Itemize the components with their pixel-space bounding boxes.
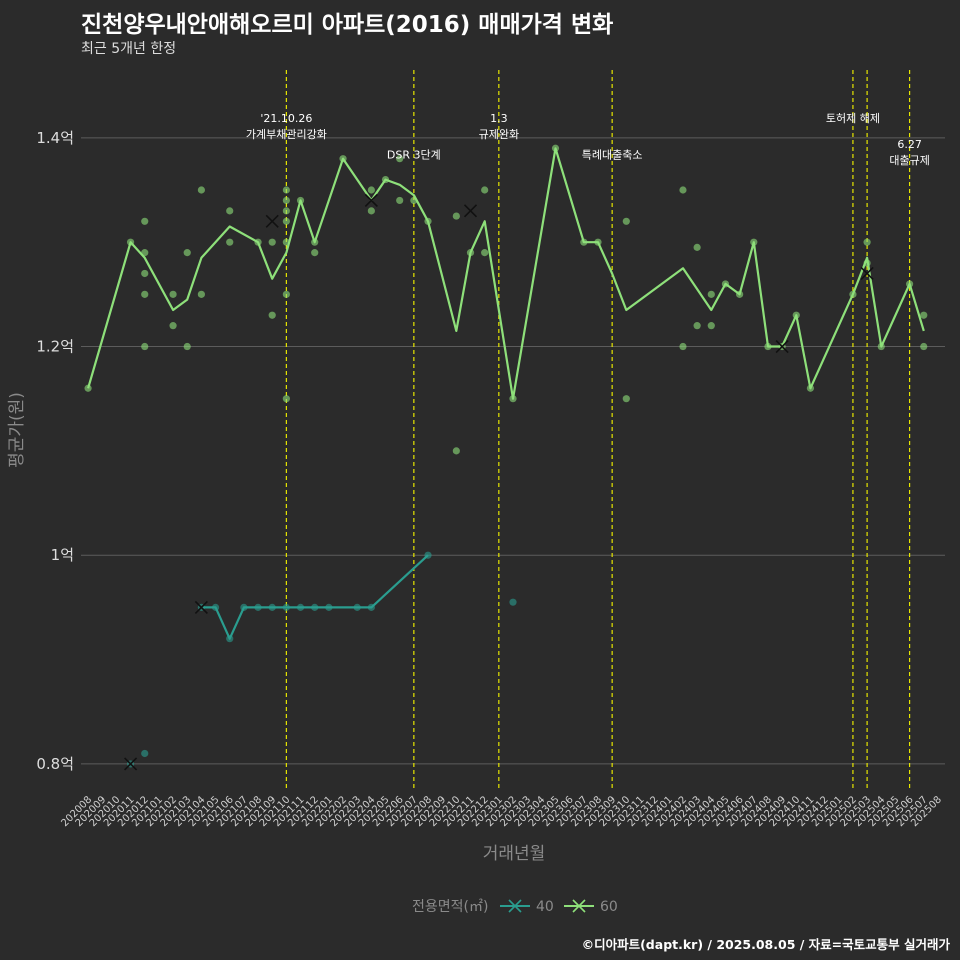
data-point	[268, 311, 276, 319]
data-point	[707, 322, 715, 330]
data-point	[622, 395, 630, 403]
data-point	[169, 290, 177, 298]
data-point	[707, 290, 715, 298]
cross-marker	[860, 266, 874, 281]
data-point	[509, 598, 517, 606]
data-point	[396, 155, 404, 163]
data-point	[452, 447, 460, 455]
legend-cross	[572, 899, 586, 913]
data-point	[863, 238, 871, 246]
source-caption: ©디아파트(dapt.kr) / 2025.08.05 / 자료=국토교통부 실…	[581, 937, 950, 952]
annotation-text: 규제완화	[479, 128, 519, 141]
legend-label: 60	[600, 899, 618, 915]
data-point	[693, 322, 701, 330]
y-gridlines	[81, 137, 945, 765]
cross-marker	[463, 204, 478, 218]
annotation-text: DSR 3단계	[387, 149, 441, 162]
chart-title: 진천양우내안애해오르미 아파트(2016) 매매가격 변화	[81, 12, 614, 38]
series-line	[201, 554, 429, 640]
data-point	[141, 342, 149, 351]
data-point	[282, 395, 290, 403]
data-point	[367, 207, 375, 215]
data-point	[481, 186, 489, 194]
annotation-text: 6.27	[897, 138, 922, 151]
data-point	[141, 217, 149, 225]
data-point	[481, 249, 489, 257]
data-point	[396, 196, 404, 205]
y-tick-label: 1.2억	[36, 338, 74, 356]
y-tick-label: 1.4억	[36, 129, 74, 147]
data-point	[282, 186, 290, 194]
y-tick-label: 1억	[51, 546, 74, 564]
data-point	[141, 269, 149, 278]
policy-vlines	[285, 70, 911, 790]
data-point	[226, 207, 234, 215]
data-point	[920, 311, 928, 319]
data-point	[282, 290, 290, 298]
annotation-text: 대출규제	[889, 154, 929, 167]
x-tick-labels: 2020082020092020102020112020122021012021…	[59, 794, 944, 829]
legend-cross	[508, 899, 522, 913]
data-point	[679, 342, 687, 351]
data-point	[367, 186, 375, 194]
data-point	[197, 186, 205, 194]
cross-marker	[265, 214, 279, 228]
data-point	[622, 217, 630, 225]
x-axis-label: 거래년월	[483, 844, 546, 864]
data-point	[282, 207, 290, 215]
data-point	[452, 212, 460, 220]
annotation-text: 1.3	[490, 112, 508, 125]
chart-subtitle: 최근 5개년 한정	[81, 41, 177, 57]
legend: 전용면적(㎡) 40 60	[412, 899, 618, 915]
series-40	[124, 551, 517, 771]
series-line	[87, 147, 925, 400]
y-axis-label: 평균가(원)	[7, 392, 27, 468]
data-point	[268, 238, 276, 246]
data-point	[197, 290, 205, 298]
series-60	[84, 144, 928, 455]
data-point	[282, 196, 290, 205]
data-point	[141, 290, 149, 298]
annotation-text: '21.10.26	[260, 112, 312, 125]
legend-label: 40	[536, 899, 554, 915]
data-point	[183, 249, 191, 257]
data-point	[282, 217, 290, 225]
cross-marker	[194, 600, 208, 614]
cross-marker	[124, 757, 138, 771]
y-tick-label: 0.8억	[36, 755, 74, 773]
data-point	[183, 342, 191, 351]
data-point	[311, 249, 319, 257]
data-point	[226, 238, 234, 246]
cross-marker	[364, 193, 378, 208]
data-point	[169, 322, 177, 330]
annotation-text: 토허제 해제	[826, 111, 880, 125]
data-point	[141, 749, 149, 758]
cross-marker	[775, 339, 789, 354]
data-point	[679, 186, 687, 194]
data-point	[920, 342, 928, 351]
legend-title: 전용면적(㎡)	[412, 899, 488, 915]
annotation-text: 특례대출축소	[582, 149, 643, 162]
y-tick-labels: 0.8억 1억 1.2억 1.4억	[36, 129, 74, 773]
annotation-text: 가계부채관리강화	[246, 128, 327, 141]
data-point	[693, 243, 701, 251]
